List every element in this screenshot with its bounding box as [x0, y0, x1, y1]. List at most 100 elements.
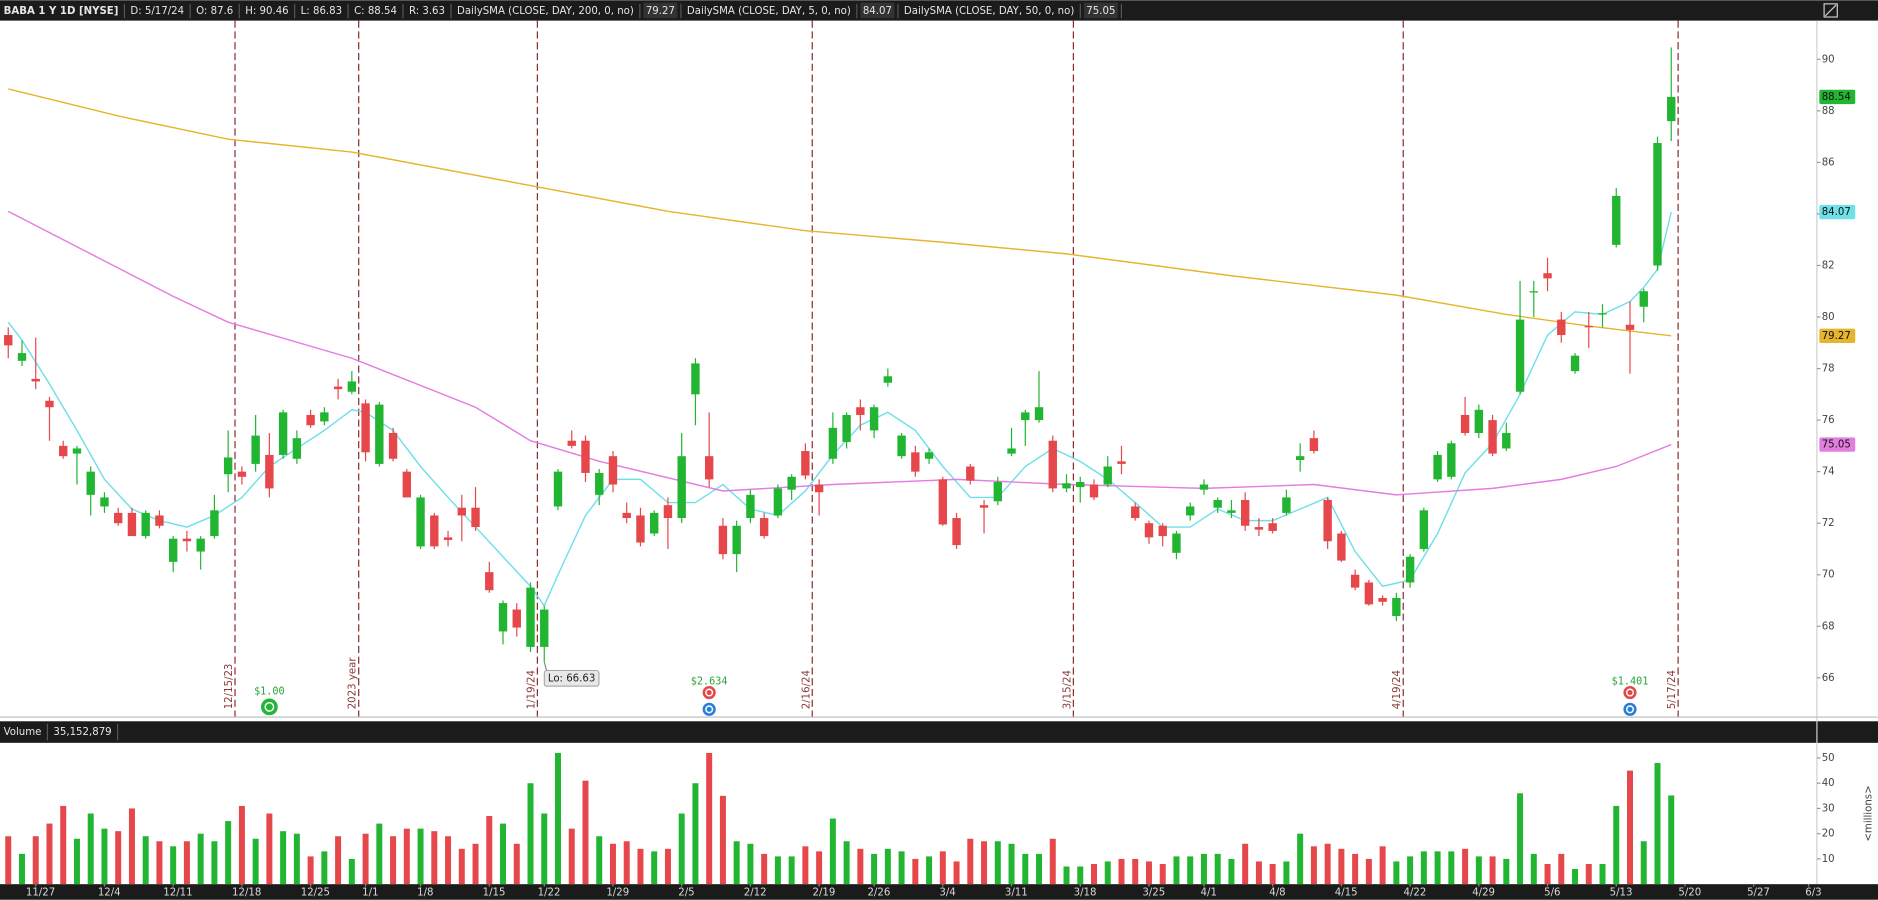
candle-body: [1117, 461, 1126, 464]
date-marker-label: 2023 year: [348, 657, 359, 710]
event-label: $2.634: [691, 677, 728, 688]
x-tick-label: 4/1: [1201, 888, 1217, 899]
candle-body: [168, 538, 178, 562]
study-name: DailySMA (CLOSE, DAY, 5, 0, no): [687, 6, 851, 17]
x-tick-label: 1/15: [483, 888, 506, 899]
volume-bar: [981, 841, 988, 885]
candle-body: [595, 472, 604, 495]
volume-bar: [32, 836, 39, 885]
candle-body: [924, 452, 934, 459]
candle-body: [1364, 582, 1374, 605]
volume-bar: [403, 828, 410, 885]
volume-bar: [719, 795, 726, 885]
y-tick-label: 50: [1822, 753, 1835, 764]
candle-body: [1186, 506, 1195, 516]
volume-bar: [1572, 869, 1579, 885]
candle-body: [155, 515, 164, 526]
candle-body: [952, 518, 961, 546]
candle-body: [1639, 291, 1648, 307]
candle-body: [1021, 412, 1030, 421]
volume-bar: [1352, 853, 1359, 885]
volume-bar: [706, 752, 713, 885]
candle-body: [292, 438, 302, 459]
expand-icon[interactable]: [1823, 3, 1838, 18]
volume-bar: [390, 836, 397, 885]
volume-bar: [335, 836, 342, 885]
volume-bar: [1036, 853, 1043, 885]
date-marker-label: 1/19/24: [526, 670, 537, 709]
candle-body: [4, 335, 13, 346]
study-value-box: [860, 2, 895, 19]
candle-body: [457, 507, 466, 516]
event-icon: [1623, 702, 1637, 716]
volume-bar: [1544, 863, 1551, 885]
study-value: 84.07: [863, 6, 892, 17]
volume-bar: [431, 831, 438, 885]
x-tick-label: 2/5: [678, 888, 694, 899]
candle-body: [100, 497, 109, 507]
candle-body: [17, 353, 27, 361]
volume-bar: [843, 841, 850, 885]
x-tick-label: 12/18: [232, 888, 261, 899]
candle-body: [636, 515, 645, 543]
volume-bar: [1668, 795, 1675, 885]
candle-body: [677, 456, 686, 519]
candle-body: [72, 448, 82, 454]
x-tick-label: 4/29: [1472, 888, 1495, 899]
volume-bar: [458, 848, 465, 885]
volume-bar: [513, 843, 520, 885]
ohlc-readout: O: 87.6: [196, 6, 233, 17]
candle-body: [993, 481, 1002, 502]
volume-bar: [1599, 863, 1606, 885]
candle-body: [114, 512, 123, 524]
volume-bar: [238, 805, 245, 885]
candle-body: [842, 414, 851, 443]
candle-body: [814, 484, 824, 493]
candle-body: [1254, 527, 1264, 530]
candle-body: [86, 471, 95, 495]
candle-body: [718, 525, 728, 555]
candle-body: [265, 454, 274, 489]
price-tag: [1819, 328, 1856, 344]
price-tag-label: 88.54: [1822, 92, 1851, 103]
candle-body: [663, 505, 673, 519]
y-tick-label: 80: [1822, 312, 1835, 323]
candle-body: [361, 403, 370, 453]
volume-bar: [1517, 793, 1524, 885]
volume-bar: [1338, 848, 1345, 885]
volume-bar: [733, 841, 740, 885]
event-icon-inner: [705, 705, 714, 714]
x-tick-label: 2/12: [744, 888, 767, 899]
candle-body: [1282, 497, 1291, 513]
candle-body: [416, 497, 425, 547]
candle-body: [388, 432, 398, 459]
volume-bar: [1104, 861, 1111, 885]
candle-body: [1447, 443, 1456, 477]
study-value: 75.05: [1086, 6, 1115, 17]
candle-body: [127, 512, 137, 537]
date-marker-label: 12/15/23: [224, 664, 235, 710]
y-tick-label: 82: [1822, 260, 1835, 271]
volume-bar: [1365, 858, 1372, 885]
volume-bar: [1310, 846, 1317, 885]
candle-body: [1392, 597, 1401, 616]
date-marker-label: 5/17/24: [1667, 670, 1678, 709]
expand-icon-frame: [1823, 3, 1838, 18]
volume-bar: [1159, 863, 1166, 885]
volume-bar: [816, 851, 823, 885]
candle-body: [938, 479, 948, 525]
candle-body: [1584, 326, 1593, 328]
candle-body: [251, 435, 260, 464]
candle-body: [1323, 499, 1332, 542]
candle-body: [485, 572, 494, 591]
volume-bar: [1297, 833, 1304, 885]
price-tag: [1819, 89, 1856, 105]
volume-bar: [46, 823, 53, 885]
volume-bar: [266, 813, 273, 885]
candle-body: [1378, 597, 1387, 602]
volume-bar: [1640, 841, 1647, 885]
volume-bar: [486, 816, 493, 885]
candle-body: [704, 456, 714, 480]
candle-body: [1598, 313, 1607, 315]
